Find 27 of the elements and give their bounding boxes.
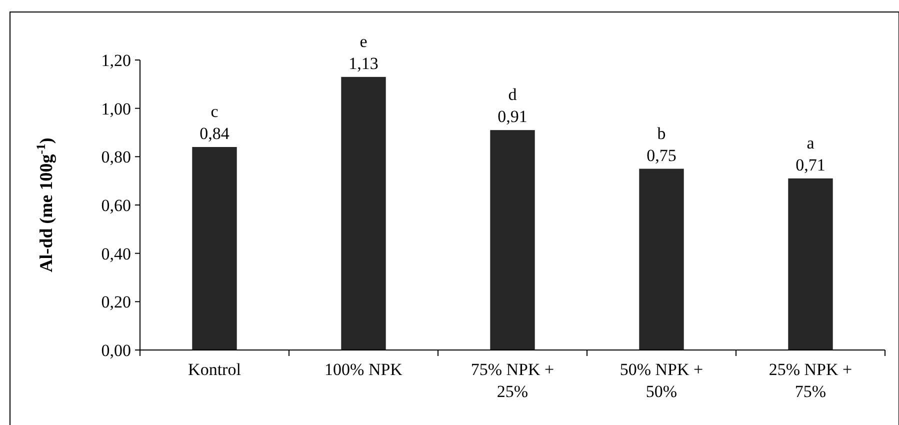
annotation: b xyxy=(657,124,666,143)
bar xyxy=(788,178,833,350)
data-label: 0,84 xyxy=(200,124,230,143)
data-label: 0,91 xyxy=(498,107,528,126)
annotation: d xyxy=(508,85,518,104)
bar xyxy=(490,130,535,350)
annotation: e xyxy=(360,32,368,51)
x-tick-label: 75% NPK + 25% xyxy=(470,360,554,401)
x-tick-label: 100% NPK xyxy=(324,360,404,379)
x-tick-label: 25% NPK + 75% xyxy=(768,360,852,401)
y-tick-label: 0,40 xyxy=(101,244,131,264)
annotation: c xyxy=(210,102,219,121)
x-tick-label: 50% NPK + 50% xyxy=(620,360,704,401)
y-tick-label: 0,60 xyxy=(101,196,131,215)
y-tick-label: 0,20 xyxy=(101,292,131,312)
bar xyxy=(192,147,237,350)
y-tick-label: 0,80 xyxy=(101,148,131,167)
x-tick-label: Kontrol xyxy=(188,360,242,379)
bar xyxy=(639,168,684,350)
annotation: a xyxy=(806,133,815,152)
data-label: 1,13 xyxy=(348,54,378,73)
data-label: 0,75 xyxy=(646,146,676,165)
data-label: 0,71 xyxy=(796,155,826,174)
y-tick-label: 0,00 xyxy=(101,340,131,360)
bar xyxy=(341,76,386,350)
y-tick-label: 1,00 xyxy=(101,99,131,118)
y-tick-label: 1,20 xyxy=(101,50,131,70)
